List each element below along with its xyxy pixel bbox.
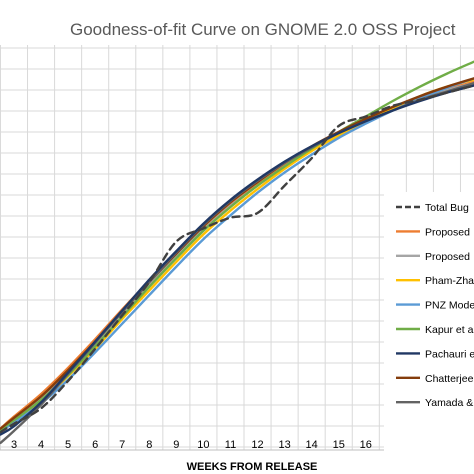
- x-tick-label: 7: [119, 439, 125, 451]
- x-tick-label: 9: [173, 439, 179, 451]
- legend-box: [384, 192, 474, 474]
- x-tick-label: 4: [38, 439, 44, 451]
- legend-label: Yamada &: [425, 397, 473, 409]
- x-tick-label: 12: [251, 439, 263, 451]
- legend: Total Bug Proposed Proposed Pham-Zha PNZ Mod…: [384, 192, 474, 474]
- legend-label: Pachauri e: [425, 348, 474, 360]
- x-tick-label: 13: [278, 439, 290, 451]
- legend-label: Kapur et a: [425, 324, 474, 336]
- legend-label: Total Bug: [425, 202, 469, 214]
- x-tick-label: 11: [225, 439, 236, 451]
- x-tick-label: 10: [197, 439, 209, 451]
- chart-title: Goodness-of-fit Curve on GNOME 2.0 OSS P…: [70, 20, 456, 39]
- x-axis-label: WEEKS FROM RELEASE: [187, 461, 318, 473]
- x-tick-label: 3: [11, 439, 17, 451]
- series-line-pachauri-e-6: [0, 84, 474, 436]
- legend-label: PNZ Mode: [425, 300, 474, 312]
- x-tick-label: 5: [65, 439, 71, 451]
- x-tick-label: 16: [360, 439, 372, 451]
- legend-label: Chatterjee: [425, 373, 474, 385]
- x-tick-label: 6: [92, 439, 98, 451]
- x-tick-label: 14: [306, 439, 318, 451]
- series-line-total-bug-0: [0, 84, 474, 434]
- x-tick-label: 8: [146, 439, 152, 451]
- legend-label: Proposed: [425, 226, 470, 238]
- legend-label: Pham-Zha: [425, 275, 474, 287]
- x-tick-label: 15: [333, 439, 345, 451]
- legend-label: Proposed: [425, 251, 470, 263]
- series-lines: [0, 60, 474, 445]
